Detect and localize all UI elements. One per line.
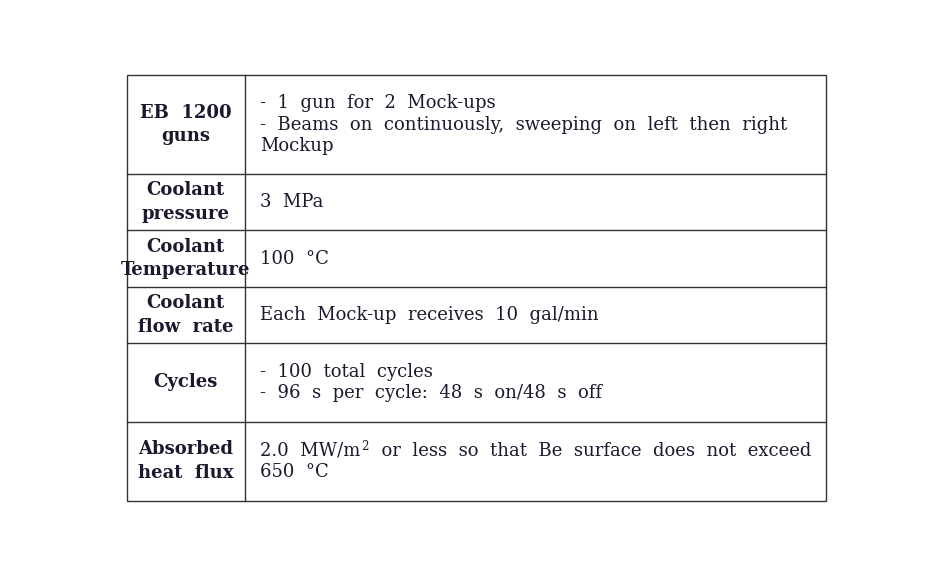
Text: 3  MPa: 3 MPa — [260, 193, 324, 211]
Text: -  100  total  cycles: - 100 total cycles — [260, 363, 433, 381]
Text: -  Beams  on  continuously,  sweeping  on  left  then  right: - Beams on continuously, sweeping on lef… — [260, 116, 788, 133]
Text: Coolant
pressure: Coolant pressure — [141, 181, 230, 223]
Text: EB  1200
guns: EB 1200 guns — [140, 104, 232, 145]
Text: Coolant
Temperature: Coolant Temperature — [121, 238, 250, 279]
Text: or  less  so  that  Be  surface  does  not  exceed: or less so that Be surface does not exce… — [369, 442, 811, 460]
Text: Coolant
flow  rate: Coolant flow rate — [138, 294, 233, 336]
Text: 2.0  MW/m: 2.0 MW/m — [260, 442, 361, 460]
Text: Absorbed
heat  flux: Absorbed heat flux — [138, 441, 233, 482]
Text: Cycles: Cycles — [153, 373, 218, 392]
Text: -  1  gun  for  2  Mock-ups: - 1 gun for 2 Mock-ups — [260, 95, 496, 112]
Text: -  96  s  per  cycle:  48  s  on/48  s  off: - 96 s per cycle: 48 s on/48 s off — [260, 384, 603, 402]
Text: 2: 2 — [362, 439, 369, 453]
Text: 100  °C: 100 °C — [260, 250, 329, 267]
Text: 650  °C: 650 °C — [260, 463, 329, 481]
Text: Mockup: Mockup — [260, 137, 334, 154]
Text: Each  Mock-up  receives  10  gal/min: Each Mock-up receives 10 gal/min — [260, 306, 599, 324]
